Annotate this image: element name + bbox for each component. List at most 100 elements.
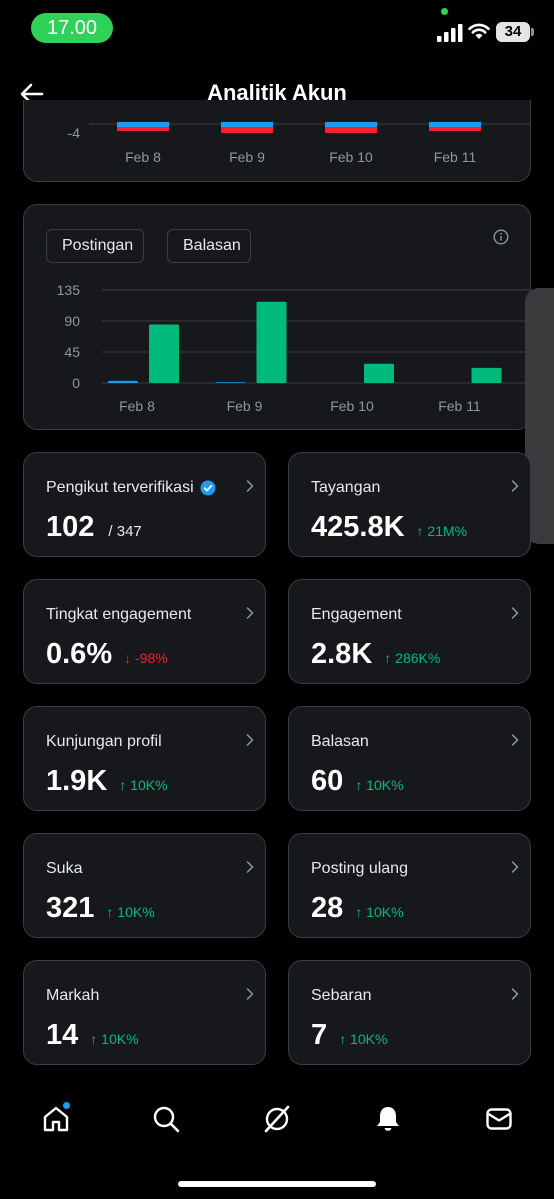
- main-chart: 135 90 45 0 Feb 8 Feb 9 Feb 10 Feb 11: [57, 282, 532, 414]
- chevron-right-icon: [246, 988, 254, 1000]
- chevron-right-icon: [511, 607, 519, 619]
- battery-level: 34: [496, 22, 530, 42]
- stat-change: ↑ 21M%: [416, 523, 468, 539]
- top-chart-posts-bar: [117, 122, 169, 127]
- bar-postingan[interactable]: [215, 382, 246, 383]
- grok-icon[interactable]: [262, 1104, 292, 1134]
- stat-label: Posting ulang: [311, 860, 408, 878]
- legend-posts-label: Postingan: [62, 237, 134, 254]
- stat-label-text: Balasan: [311, 733, 369, 750]
- stat-value: 7: [311, 1019, 328, 1051]
- chevron-right-icon: [511, 734, 519, 746]
- stat-value-row: 2.8K ↑ 286K%: [311, 638, 440, 671]
- stat-value-row: 60 ↑ 10K%: [311, 765, 404, 798]
- stat-card[interactable]: Markah 14 ↑ 10K%: [23, 960, 266, 1065]
- top-chart-negative-bar: [117, 127, 169, 131]
- legend-replies-label: Balasan: [183, 237, 241, 254]
- legend-posts[interactable]: Postingan: [46, 229, 144, 263]
- top-chart-x-labels: Feb 8 Feb 9 Feb 10 Feb 11: [125, 149, 476, 165]
- stat-value: 2.8K: [311, 638, 373, 670]
- stat-change: ↓ -98%: [124, 650, 168, 666]
- stat-value: 1.9K: [46, 765, 108, 797]
- stat-change: ↑ 10K%: [106, 904, 155, 920]
- stat-card[interactable]: Sebaran 7 ↑ 10K%: [288, 960, 531, 1065]
- stat-value-row: 14 ↑ 10K%: [46, 1019, 139, 1052]
- main-chart-x-label: Feb 10: [330, 398, 374, 414]
- verified-badge-icon: [200, 480, 216, 496]
- home-icon[interactable]: [41, 1104, 71, 1134]
- stat-label: Engagement: [311, 606, 402, 624]
- stat-label: Kunjungan profil: [46, 733, 162, 751]
- chevron-right-icon: [511, 988, 519, 1000]
- posts-replies-chart-card: Postingan Balasan 135 90 45 0 Feb 8 Feb 9 Feb…: [23, 204, 532, 430]
- stat-value: 28: [311, 892, 344, 924]
- home-indicator: [178, 1181, 376, 1187]
- battery-tip: [531, 28, 534, 36]
- top-chart-bars: [117, 122, 481, 133]
- stat-value-row: 1.9K ↑ 10K%: [46, 765, 168, 798]
- top-chart-negative-bar: [325, 127, 377, 133]
- stat-value-row: 28 ↑ 10K%: [311, 892, 404, 925]
- stat-card[interactable]: Kunjungan profil 1.9K ↑ 10K%: [23, 706, 266, 811]
- search-icon[interactable]: [151, 1104, 181, 1134]
- stat-label-text: Tingkat engagement: [46, 606, 192, 623]
- main-chart-x-label: Feb 9: [227, 398, 263, 414]
- main-chart-y-tick: 135: [57, 282, 81, 298]
- status-time: 17.00: [31, 13, 113, 43]
- top-chart-x-label: Feb 9: [229, 149, 265, 165]
- stat-label: Balasan: [311, 733, 369, 751]
- stat-label-text: Pengikut terverifikasi: [46, 479, 194, 496]
- stat-label-text: Suka: [46, 860, 83, 877]
- main-chart-x-labels: Feb 8 Feb 9 Feb 10 Feb 11: [119, 398, 481, 414]
- stat-value: 60: [311, 765, 344, 797]
- top-chart-negative-bar: [429, 127, 481, 131]
- home-notification-dot: [62, 1101, 71, 1110]
- stat-label: Markah: [46, 987, 99, 1005]
- top-chart-posts-bar: [221, 122, 273, 127]
- chevron-right-icon: [511, 861, 519, 873]
- stat-value-row: 321 ↑ 10K%: [46, 892, 155, 925]
- stat-value-row: 425.8K ↑ 21M%: [311, 511, 467, 544]
- stat-change: ↑ 10K%: [355, 904, 404, 920]
- chevron-right-icon: [246, 734, 254, 746]
- wifi-icon: [468, 23, 490, 39]
- stat-value: 425.8K: [311, 511, 405, 543]
- chevron-right-icon: [246, 861, 254, 873]
- stat-card[interactable]: Pengikut terverifikasi 102 / 347: [23, 452, 266, 557]
- notifications-icon[interactable]: [373, 1104, 403, 1134]
- stat-card[interactable]: Tingkat engagement 0.6% ↓ -98%: [23, 579, 266, 684]
- stat-label: Tayangan: [311, 479, 380, 497]
- stat-card[interactable]: Engagement 2.8K ↑ 286K%: [288, 579, 531, 684]
- stat-card[interactable]: Posting ulang 28 ↑ 10K%: [288, 833, 531, 938]
- stat-label-text: Engagement: [311, 606, 402, 623]
- stat-label: Sebaran: [311, 987, 372, 1005]
- bar-balasan[interactable]: [256, 301, 287, 383]
- stat-card[interactable]: Tayangan 425.8K ↑ 21M%: [288, 452, 531, 557]
- bar-balasan[interactable]: [149, 324, 179, 383]
- stat-label-text: Markah: [46, 987, 100, 1004]
- info-icon[interactable]: [493, 229, 509, 245]
- chevron-right-icon: [246, 480, 254, 492]
- bar-postingan[interactable]: [108, 380, 138, 383]
- main-chart-x-label: Feb 8: [119, 398, 155, 414]
- stat-card[interactable]: Suka 321 ↑ 10K%: [23, 833, 266, 938]
- stat-card[interactable]: Balasan 60 ↑ 10K%: [288, 706, 531, 811]
- messages-icon[interactable]: [484, 1104, 514, 1134]
- stat-value: 0.6%: [46, 638, 113, 670]
- stat-change: ↑ 10K%: [355, 777, 404, 793]
- stat-label-text: Kunjungan profil: [46, 733, 162, 750]
- status-bar: 17.00 34: [0, 0, 554, 60]
- stat-label: Pengikut terverifikasi: [46, 479, 216, 497]
- top-chart-x-label: Feb 8: [125, 149, 161, 165]
- stat-total: / 347: [108, 523, 142, 540]
- stat-value: 321: [46, 892, 95, 924]
- bar-balasan[interactable]: [364, 363, 394, 383]
- stat-label: Tingkat engagement: [46, 606, 191, 624]
- stat-change: ↑ 10K%: [119, 777, 168, 793]
- main-chart-grid: 135 90 45 0: [57, 282, 532, 391]
- stat-value: 14: [46, 1019, 79, 1051]
- stat-value-row: 7 ↑ 10K%: [311, 1019, 387, 1052]
- stat-label: Suka: [46, 860, 82, 878]
- bar-balasan[interactable]: [471, 367, 502, 383]
- legend-replies[interactable]: Balasan: [167, 229, 251, 263]
